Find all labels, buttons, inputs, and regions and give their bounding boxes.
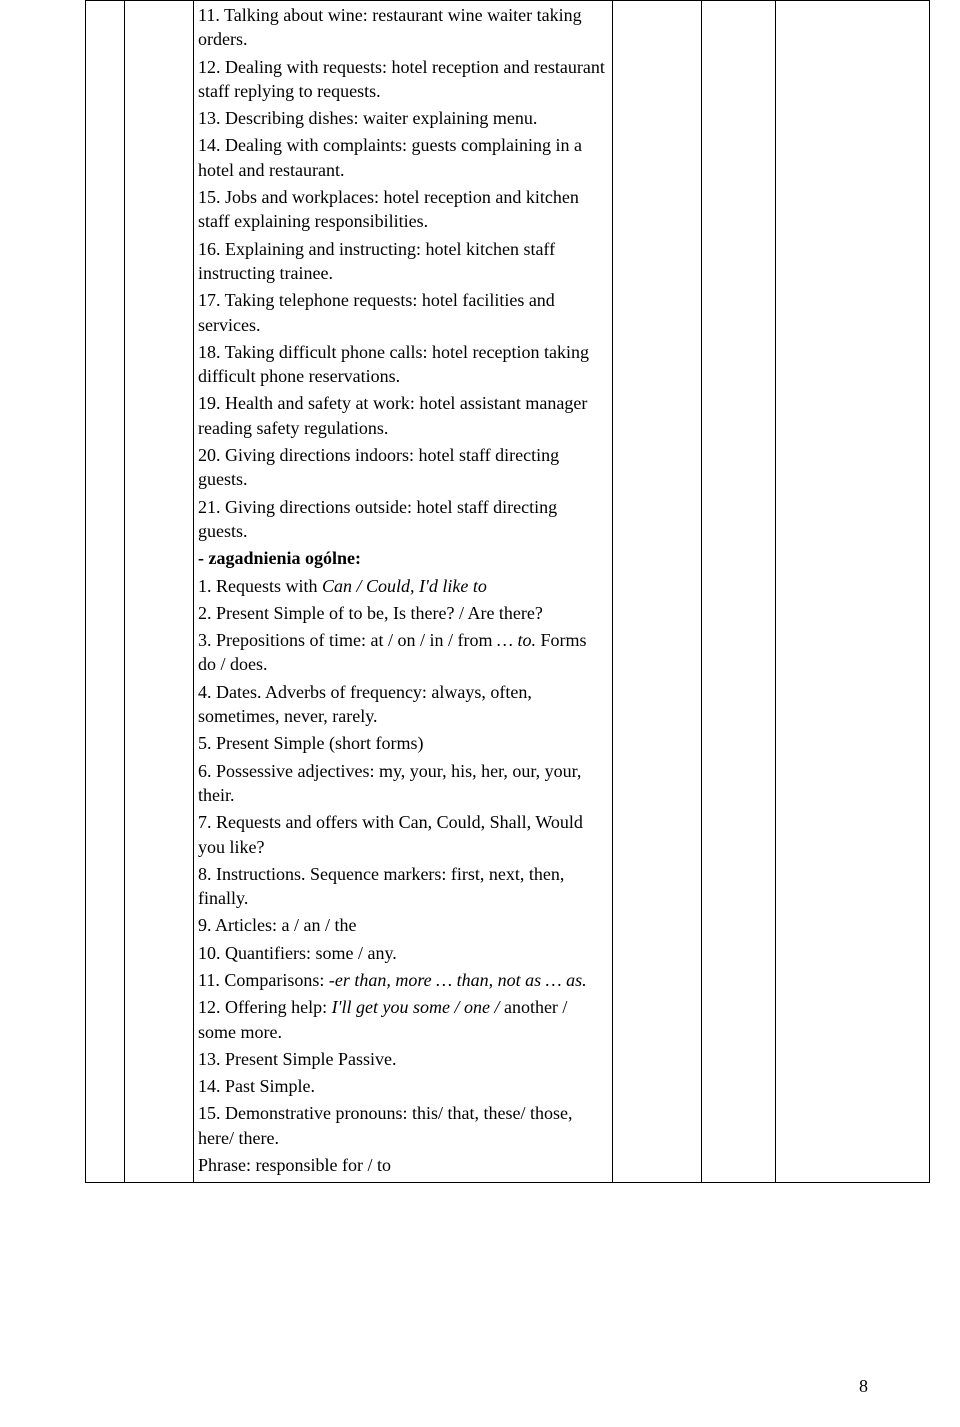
text-line: 13. Describing dishes: waiter explaining… xyxy=(198,106,608,130)
text-line: 6. Possessive adjectives: my, your, his,… xyxy=(198,759,608,808)
text-line: 17. Taking telephone requests: hotel fac… xyxy=(198,288,608,337)
cell-col-1 xyxy=(86,1,125,1183)
text-run: -er than, more … than, not as … as. xyxy=(329,970,587,990)
text-line: 20. Giving directions indoors: hotel sta… xyxy=(198,443,608,492)
text-run: 1. Requests with xyxy=(198,576,322,596)
cell-col-4 xyxy=(613,1,702,1183)
text-line: 10. Quantifiers: some / any. xyxy=(198,941,608,965)
page: 11. Talking about wine: restaurant wine … xyxy=(0,0,960,1427)
text-line: 16. Explaining and instructing: hotel ki… xyxy=(198,237,608,286)
text-line: 1. Requests with Can / Could, I'd like t… xyxy=(198,574,608,598)
text-line: 13. Present Simple Passive. xyxy=(198,1047,608,1071)
text-line: - zagadnienia ogólne: xyxy=(198,546,608,570)
cell-col-2 xyxy=(125,1,194,1183)
text-line: 15. Demonstrative pronouns: this/ that, … xyxy=(198,1101,608,1150)
text-run: I'll get you some / one / xyxy=(332,997,500,1017)
text-line: 12. Offering help: I'll get you some / o… xyxy=(198,995,608,1044)
text-line: 19. Health and safety at work: hotel ass… xyxy=(198,391,608,440)
text-run: 12. Offering help: xyxy=(198,997,332,1017)
text-line: 12. Dealing with requests: hotel recepti… xyxy=(198,55,608,104)
text-run: 11. Comparisons: xyxy=(198,970,329,990)
text-line: 3. Prepositions of time: at / on / in / … xyxy=(198,628,608,677)
text-line: Phrase: responsible for / to xyxy=(198,1153,608,1177)
text-run: … to. xyxy=(497,630,536,650)
text-line: 11. Comparisons: -er than, more … than, … xyxy=(198,968,608,992)
text-line: 21. Giving directions outside: hotel sta… xyxy=(198,495,608,544)
table-row: 11. Talking about wine: restaurant wine … xyxy=(86,1,930,1183)
text-line: 9. Articles: a / an / the xyxy=(198,913,608,937)
text-line: 7. Requests and offers with Can, Could, … xyxy=(198,810,608,859)
cell-col-5 xyxy=(702,1,776,1183)
text-line: 8. Instructions. Sequence markers: first… xyxy=(198,862,608,911)
cell-col-6 xyxy=(776,1,930,1183)
text-line: 14. Past Simple. xyxy=(198,1074,608,1098)
text-line: 5. Present Simple (short forms) xyxy=(198,731,608,755)
document-table: 11. Talking about wine: restaurant wine … xyxy=(85,0,930,1183)
cell-content: 11. Talking about wine: restaurant wine … xyxy=(194,1,613,1183)
text-line: 18. Taking difficult phone calls: hotel … xyxy=(198,340,608,389)
text-line: 11. Talking about wine: restaurant wine … xyxy=(198,3,608,52)
text-run: Can / Could, I'd like to xyxy=(322,576,487,596)
text-line: 2. Present Simple of to be, Is there? / … xyxy=(198,601,608,625)
text-run: 3. Prepositions of time: at / on / in / … xyxy=(198,630,497,650)
page-number: 8 xyxy=(859,1376,868,1397)
text-line: 4. Dates. Adverbs of frequency: always, … xyxy=(198,680,608,729)
text-line: 15. Jobs and workplaces: hotel reception… xyxy=(198,185,608,234)
text-line: 14. Dealing with complaints: guests comp… xyxy=(198,133,608,182)
